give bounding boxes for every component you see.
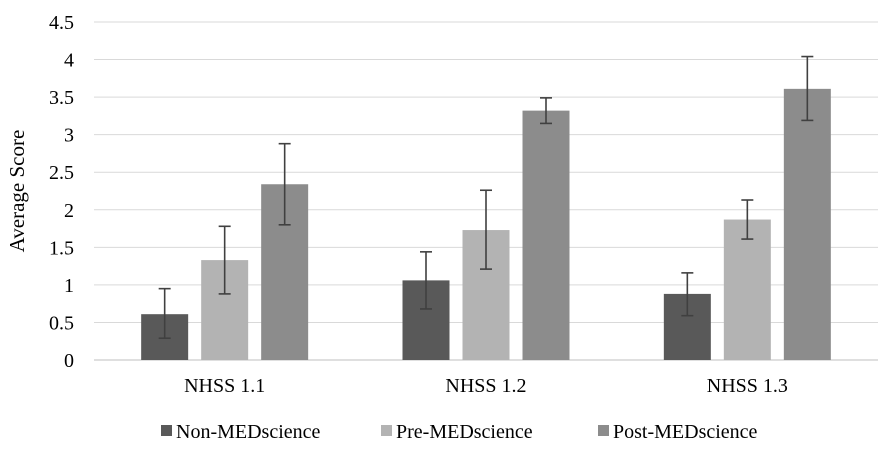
legend: Non-MEDscience Pre-MEDscience Post-MEDscie… — [161, 421, 758, 443]
legend-label: Post-MEDscience — [613, 421, 758, 443]
x-tick-label: NHSS 1.1 — [184, 375, 265, 397]
y-axis-tick-labels: 0 0.5 1 1.5 2 2.5 3 3.5 4 4.5 — [49, 12, 74, 372]
y-tick-label: 1.5 — [49, 237, 74, 259]
y-tick-label: 2.5 — [49, 162, 74, 184]
y-tick-label: 0.5 — [49, 312, 74, 334]
x-axis-tick-labels: NHSS 1.1 NHSS 1.2 NHSS 1.3 — [184, 375, 788, 397]
legend-swatch — [161, 425, 172, 436]
bar — [723, 219, 771, 360]
y-axis-label: Average Score — [5, 130, 29, 253]
y-tick-label: 4 — [64, 50, 74, 72]
bar — [783, 88, 831, 361]
legend-swatch — [598, 425, 609, 436]
y-tick-label: 3 — [64, 125, 74, 147]
legend-swatch — [381, 425, 392, 436]
legend-label: Pre-MEDscience — [396, 421, 533, 443]
y-tick-label: 0 — [64, 350, 74, 372]
bar — [522, 110, 570, 361]
x-tick-label: NHSS 1.2 — [445, 375, 526, 397]
error-bars — [158, 55, 814, 340]
y-tick-label: 2 — [64, 200, 74, 222]
legend-label: Non-MEDscience — [176, 421, 321, 443]
y-tick-label: 4.5 — [49, 12, 74, 34]
y-tick-label: 3.5 — [49, 87, 74, 109]
x-tick-label: NHSS 1.3 — [707, 375, 788, 397]
y-tick-label: 1 — [64, 275, 74, 297]
